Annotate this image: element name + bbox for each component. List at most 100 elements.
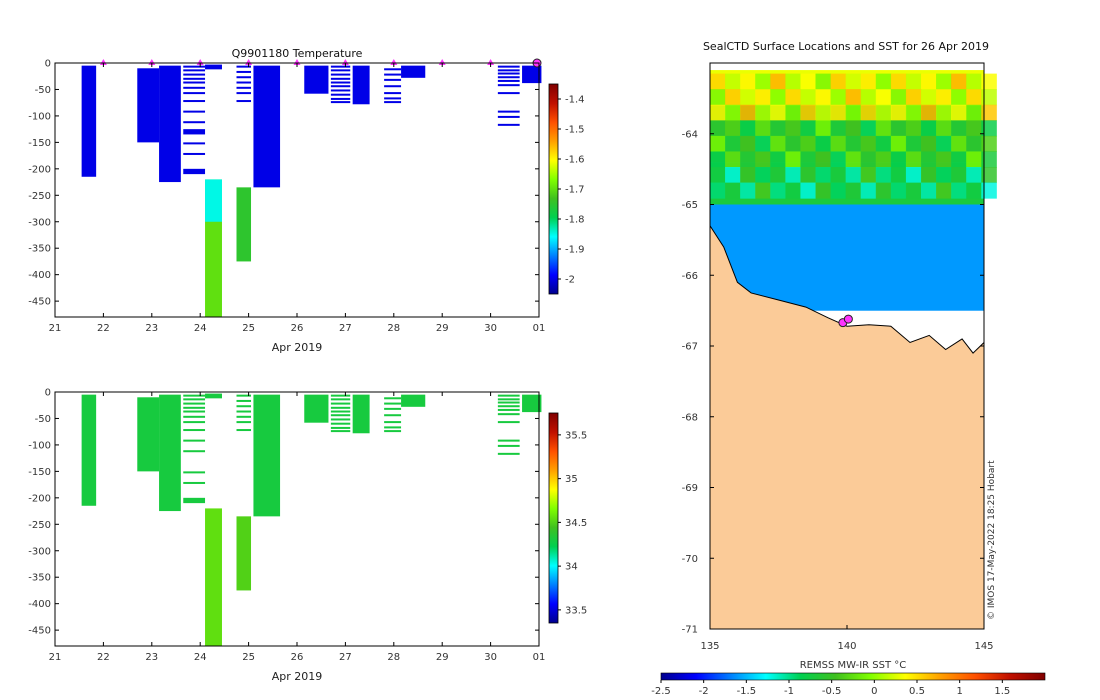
sst-cell [800, 182, 816, 199]
sst-cell [770, 151, 786, 168]
temperature-colorbar-ramp [548, 83, 559, 295]
sst-cell [725, 167, 741, 184]
sst-cell [785, 182, 801, 199]
sst-cell [860, 89, 877, 106]
salinity-x-tick-label: 29 [436, 652, 449, 663]
temperature-x-tick-label: 29 [436, 323, 449, 334]
salinity-streak [183, 415, 206, 418]
salinity-streak [236, 410, 252, 413]
sst-cell [845, 104, 862, 121]
sst-cell [755, 89, 771, 106]
salinity-profile-bar [253, 394, 281, 517]
sst-cell [936, 73, 952, 90]
sst-cell [981, 151, 997, 168]
sst-cell [770, 104, 786, 121]
map-title: SealCTD Surface Locations and SST for 26… [703, 40, 989, 53]
sst-cell [920, 104, 937, 121]
salinity-x-tick-label: 23 [145, 652, 158, 663]
sst-cell [951, 120, 967, 137]
temperature-streak [236, 81, 252, 84]
sst-cell [755, 167, 771, 184]
sst-cell [890, 120, 907, 137]
salinity-colorbar-tick-label: 34 [565, 562, 578, 573]
sst-colorbar: -2.5 -2 -1.5 -1 -0.5 0 0.5 1 1.5 [651, 672, 1046, 697]
temperature-streak [236, 92, 252, 95]
salinity-streak [330, 402, 351, 405]
temperature-colorbar-tick-label: -1.8 [565, 215, 585, 226]
sst-cell [710, 135, 726, 152]
temperature-y-tick-label: -100 [28, 111, 51, 122]
salinity-streak [330, 394, 351, 397]
sst-cell [875, 151, 892, 168]
temperature-streak [330, 93, 351, 96]
map-y-tick-label: -68 [682, 412, 698, 423]
salinity-x-tick-label: 28 [387, 652, 400, 663]
map-ticks: 135 140 145 -64 -65 -66 -67 -68 -69 -70 -71 [682, 129, 994, 652]
salinity-streak [183, 402, 206, 405]
sst-cell [860, 120, 877, 137]
temperature-profile-bar [522, 65, 542, 84]
temperature-streak [497, 72, 520, 75]
sst-cell [966, 73, 982, 90]
sst-cell [770, 120, 786, 137]
temperature-streak [330, 85, 351, 88]
salinity-profile-bar [401, 394, 426, 407]
sst-cell [951, 167, 967, 184]
temperature-x-tick-label: 26 [291, 323, 304, 334]
map-x-tick-label: 135 [700, 641, 719, 652]
salinity-streak [330, 418, 351, 421]
land-overlay [710, 225, 984, 629]
sst-cell [966, 182, 982, 199]
sst-map-field [709, 63, 997, 629]
temperature-streak [384, 68, 402, 71]
sst-cell [785, 120, 801, 137]
sst-cell [920, 73, 937, 90]
sst-cell [981, 104, 997, 121]
sst-colorbar-ramp [660, 672, 1046, 681]
salinity-x-tick-label: 26 [291, 652, 304, 663]
temperature-streak [183, 92, 206, 95]
sst-cell [966, 135, 982, 152]
temperature-streak [183, 100, 206, 103]
sst-cell [936, 182, 952, 199]
temperature-x-tick-label: 23 [145, 323, 158, 334]
sst-cell [800, 120, 816, 137]
salinity-streak [497, 398, 520, 401]
temperature-streak [183, 152, 206, 155]
sst-cell [800, 73, 816, 90]
sst-cell [890, 104, 907, 121]
sst-cell [710, 182, 726, 199]
temperature-y-tick-label: -150 [28, 138, 51, 149]
sst-cell [875, 73, 892, 90]
temperature-x-tick-label: 30 [484, 323, 497, 334]
temperature-colorbar-tick-label: -1.4 [565, 95, 585, 106]
salinity-y-tick-label: -250 [28, 520, 51, 531]
sst-cell [785, 89, 801, 106]
map-y-tick-label: -65 [682, 200, 698, 211]
sst-cell [725, 104, 741, 121]
salinity-streak [330, 406, 351, 409]
sst-colorbar-tick-label: 1 [956, 686, 962, 697]
salinity-streak [330, 422, 351, 425]
sst-cell [785, 104, 801, 121]
sst-cell [770, 73, 786, 90]
temperature-streak [497, 79, 520, 82]
salinity-streak [497, 394, 520, 397]
sst-cell [936, 104, 952, 121]
sst-map-panel: SealCTD Surface Locations and SST for 26… [651, 40, 1046, 697]
salinity-y-tick-label: -100 [28, 440, 51, 451]
sst-cell [875, 182, 892, 199]
sst-cell [830, 73, 847, 90]
sst-colorbar-tick-label: -1.5 [737, 686, 757, 697]
sst-colorbar-tick-label: -1 [784, 686, 794, 697]
sst-colorbar-tick-label: -2 [699, 686, 709, 697]
temperature-streak [330, 101, 351, 104]
temperature-streak [330, 89, 351, 92]
temperature-streak [236, 70, 252, 73]
sst-cell [830, 167, 847, 184]
map-x-tick-label: 140 [837, 641, 856, 652]
salinity-xlabel: Apr 2019 [272, 670, 323, 683]
salinity-x-tick-label: 24 [194, 652, 207, 663]
salinity-streak [384, 402, 402, 405]
sst-colorbar-label: REMSS MW-IR SST °C [800, 660, 907, 671]
